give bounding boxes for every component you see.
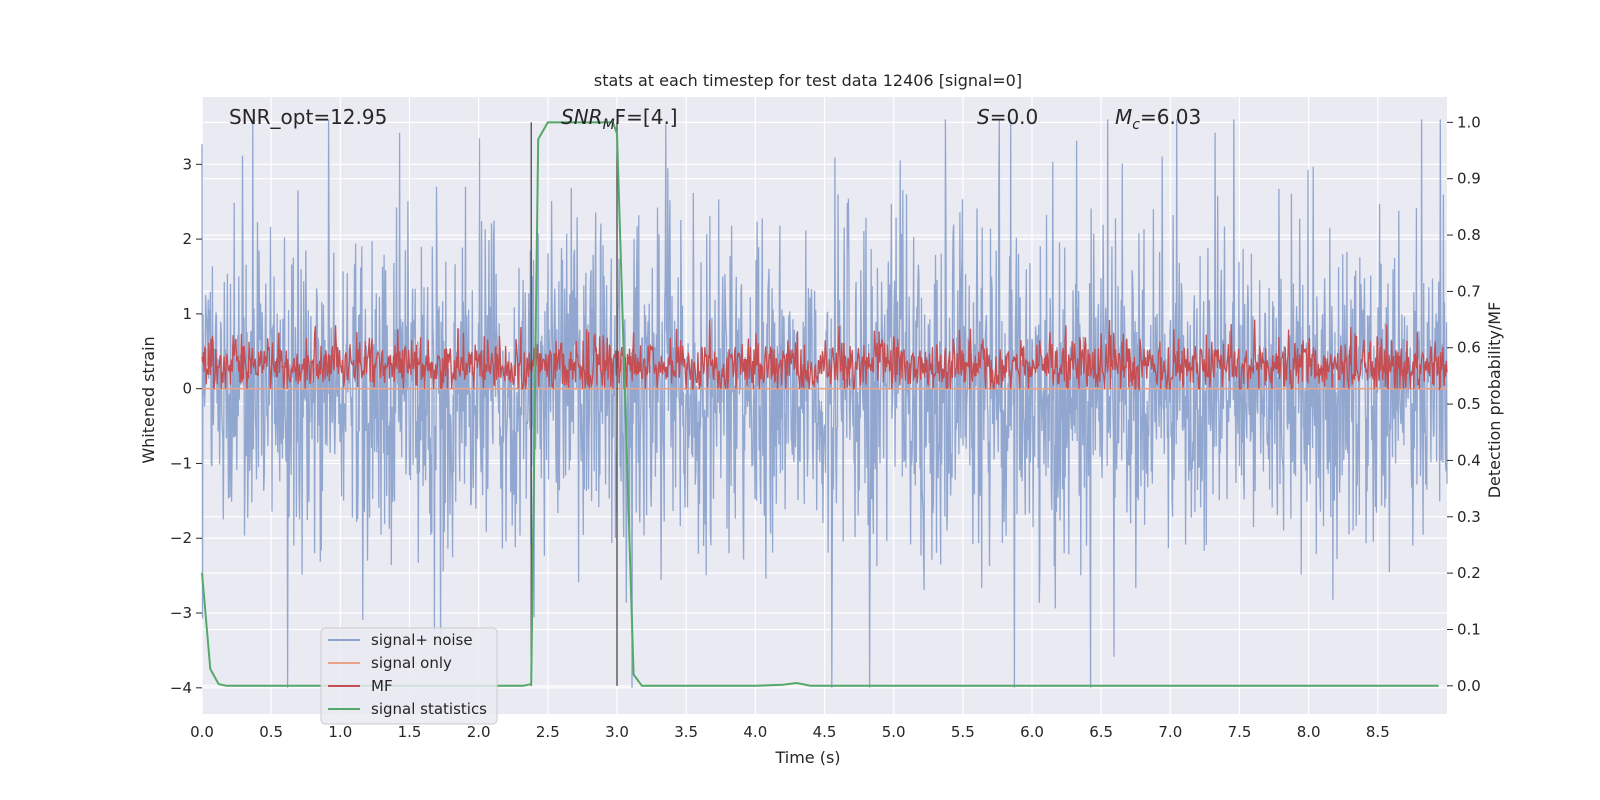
- annotation-s-rest: =0.0: [990, 105, 1039, 129]
- annotation-s-main: S: [977, 105, 990, 129]
- y-right-tick-label: 0.0: [1457, 677, 1481, 695]
- annotation-snr-mf: SNRMF=[4.]: [561, 105, 678, 133]
- y-right-tick-label: 0.4: [1457, 451, 1481, 469]
- annotation-mc: Mc=6.03: [1115, 105, 1201, 133]
- y-right-tick-label: 0.3: [1457, 508, 1481, 526]
- x-tick-label: 4.0: [743, 723, 767, 741]
- chart-title: stats at each timestep for test data 124…: [594, 71, 1022, 90]
- y-tick-label: 2: [182, 230, 192, 248]
- x-tick-label: 8.0: [1297, 723, 1321, 741]
- y-tick-label: 1: [182, 305, 192, 323]
- x-tick-label: 1.0: [328, 723, 352, 741]
- series-mf: [201, 319, 1448, 392]
- annotation-snr-mf-sub: M: [603, 117, 615, 133]
- y-right-tick-label: 0.6: [1457, 339, 1481, 357]
- annotation-mc-rest: =6.03: [1140, 105, 1201, 129]
- x-tick-label: 4.5: [813, 723, 837, 741]
- x-tick-label: 1.5: [398, 723, 422, 741]
- x-tick-label: 3.0: [605, 723, 629, 741]
- y-axis-label: Whitened strain: [139, 336, 158, 463]
- x-tick-label: 0.0: [190, 723, 214, 741]
- y-right-tick-label: 1.0: [1457, 113, 1481, 131]
- y-tick-label: −1: [170, 454, 192, 472]
- y-right-tick-label: 0.2: [1457, 564, 1481, 582]
- x-tick-label: 6.0: [1020, 723, 1044, 741]
- annotation-s: S=0.0: [977, 105, 1038, 129]
- tick-labels: 0.0 0.5 1.0 1.5 2.0 2.5 3.0 3.5 4.0 4.5 5.0 5.5 6.0 6…: [170, 113, 1481, 741]
- y-tick-label: 0: [182, 380, 192, 398]
- y-right-axis-label: Detection probability/MF: [1485, 302, 1504, 499]
- y-tick-label: −3: [170, 604, 192, 622]
- x-tick-label: 2.0: [467, 723, 491, 741]
- annotation-snr-mf-main: SNR: [561, 105, 603, 129]
- series-line-mf: [201, 319, 1448, 392]
- legend-label-signal-noise: signal+ noise: [371, 631, 473, 649]
- y-right-tick-label: 0.7: [1457, 282, 1481, 300]
- x-tick-label: 6.5: [1089, 723, 1113, 741]
- x-tick-label: 2.5: [536, 723, 560, 741]
- legend-box: [320, 627, 498, 725]
- x-tick-label: 5.0: [882, 723, 906, 741]
- y-right-tick-label: 0.5: [1457, 395, 1481, 413]
- y-right-tick-label: 0.1: [1457, 620, 1481, 638]
- legend: signal+ noise signal only MF signal stat…: [320, 627, 498, 725]
- legend-label-mf: MF: [371, 677, 393, 695]
- annotation-snr-mf-rest: F=[4.]: [615, 105, 678, 129]
- annotation-snr-opt: SNR_opt=12.95: [229, 105, 387, 129]
- series-signal-statistics: [201, 121, 1439, 687]
- legend-label-signal-only: signal only: [371, 654, 452, 672]
- series-line-signal-noise: [201, 119, 1448, 688]
- x-axis-label: Time (s): [774, 748, 840, 767]
- x-tick-label: 8.5: [1366, 723, 1390, 741]
- x-tick-label: 3.5: [674, 723, 698, 741]
- x-tick-label: 7.5: [1228, 723, 1252, 741]
- y-right-tick-label: 0.8: [1457, 226, 1481, 244]
- y-right-tick-label: 0.9: [1457, 170, 1481, 188]
- x-tick-label: 7.0: [1158, 723, 1182, 741]
- y-tick-label: −4: [170, 679, 192, 697]
- y-tick-label: −2: [170, 529, 192, 547]
- series-signal-noise: [201, 119, 1448, 688]
- y-tick-label: 3: [182, 155, 192, 173]
- legend-label-signal-statistics: signal statistics: [371, 700, 487, 718]
- vertical-markers: [530, 122, 618, 686]
- x-tick-label: 5.5: [951, 723, 975, 741]
- annotation-mc-sub: c: [1132, 117, 1140, 133]
- series-line-signal-statistics: [201, 121, 1439, 687]
- x-tick-label: 0.5: [259, 723, 283, 741]
- annotation-mc-main: M: [1115, 105, 1132, 129]
